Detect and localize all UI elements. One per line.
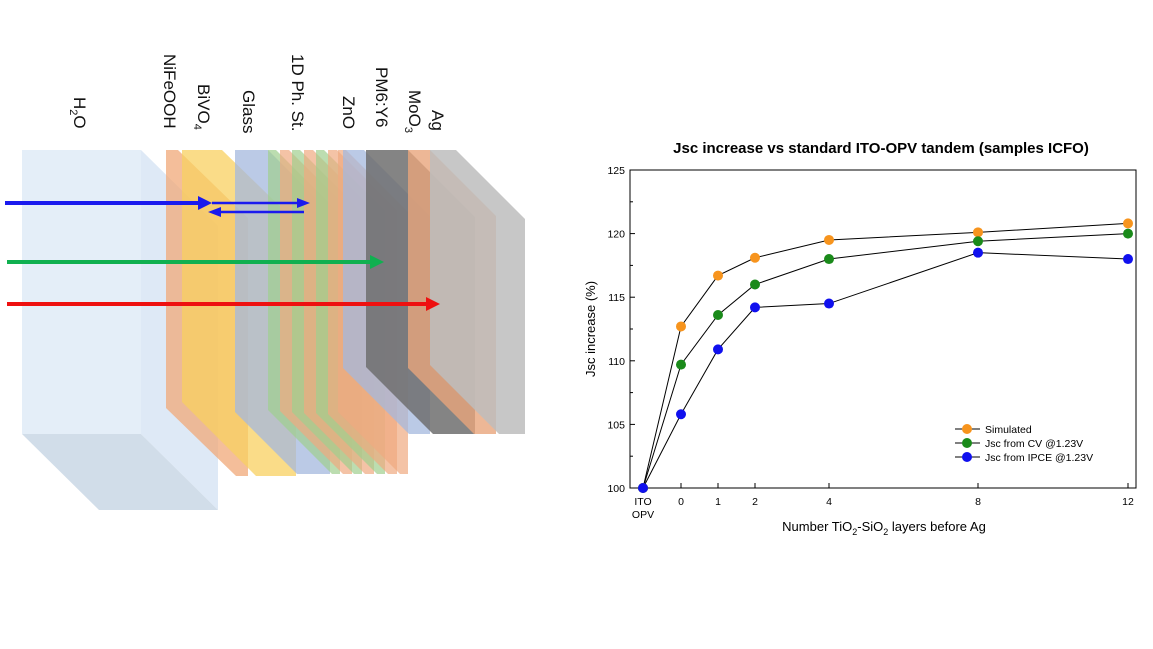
x-tick-label: 2 bbox=[752, 496, 758, 508]
data-point-series-2 bbox=[676, 359, 686, 370]
data-point-series-1 bbox=[1123, 218, 1133, 229]
data-point-series-1 bbox=[973, 227, 983, 238]
data-point-series-3 bbox=[973, 247, 983, 258]
data-point-series-2 bbox=[750, 279, 760, 290]
data-point-series-3 bbox=[824, 298, 834, 309]
legend-marker bbox=[962, 424, 972, 434]
light-rays bbox=[5, 196, 440, 311]
chart-title: Jsc increase vs standard ITO-OPV tandem … bbox=[673, 140, 1089, 157]
y-axis-label: Jsc increase (%) bbox=[583, 281, 598, 377]
label-glass: Glass bbox=[239, 90, 258, 133]
y-tick-label: 115 bbox=[608, 292, 625, 304]
data-point-series-1 bbox=[750, 252, 760, 263]
series-points bbox=[638, 218, 1133, 493]
label-moo3: MoO3 bbox=[402, 90, 424, 133]
data-point-series-2 bbox=[713, 310, 723, 321]
blue-reflect-forward-head bbox=[297, 198, 310, 208]
legend-marker bbox=[962, 452, 972, 462]
label-h2o: H2O bbox=[67, 97, 89, 129]
label-pm6y6: PM6:Y6 bbox=[372, 67, 391, 127]
data-point-series-1 bbox=[676, 321, 686, 332]
blue-ray-arrowhead bbox=[198, 196, 212, 210]
x-tick-label: 12 bbox=[1122, 496, 1134, 508]
data-point-series-3 bbox=[713, 344, 723, 355]
water-layer-front bbox=[22, 150, 141, 434]
legend-label: Jsc from CV @1.23V bbox=[985, 438, 1083, 450]
data-point-series-2 bbox=[1123, 228, 1133, 239]
data-point-series-2 bbox=[973, 236, 983, 247]
legend-label: Jsc from IPCE @1.23V bbox=[985, 452, 1093, 464]
y-axis-ticks: 100 105 110 115 120 125 bbox=[607, 165, 635, 495]
y-tick-label: 100 bbox=[607, 483, 625, 495]
x-axis-label: Number TiO2-SiO2 layers before Ag bbox=[782, 519, 986, 537]
blue-reflect-back-head bbox=[208, 207, 221, 217]
data-point-series-3 bbox=[676, 409, 686, 420]
x-tick-label: 0 bbox=[678, 496, 684, 508]
data-point-series-3 bbox=[1123, 254, 1133, 265]
data-point-series-1 bbox=[824, 234, 834, 245]
x-tick-label: ITO OPV bbox=[632, 496, 654, 521]
x-tick-label: 1 bbox=[715, 496, 721, 508]
y-tick-label: 110 bbox=[608, 356, 625, 368]
y-tick-label: 105 bbox=[607, 419, 625, 431]
x-tick-label: 8 bbox=[975, 496, 981, 508]
data-point-series-3 bbox=[638, 483, 648, 493]
y-tick-label: 120 bbox=[607, 229, 625, 241]
label-nifeooh: NiFeOOH bbox=[160, 54, 179, 129]
legend-marker bbox=[962, 438, 972, 448]
data-point-series-2 bbox=[824, 254, 834, 265]
green-ray-arrowhead bbox=[370, 255, 384, 269]
data-point-series-3 bbox=[750, 302, 760, 313]
label-ag: Ag bbox=[428, 110, 447, 131]
device-stack-illustration: H2O NiFeOOH BiVO4 Glass 1D Ph. St. ZnO P… bbox=[5, 54, 525, 510]
water-layer-bottom bbox=[22, 434, 218, 510]
ag-layer bbox=[430, 150, 525, 434]
y-tick-label: 125 bbox=[607, 165, 625, 177]
label-bivo4: BiVO4 bbox=[191, 84, 213, 130]
data-point-series-1 bbox=[713, 270, 723, 281]
legend: Simulated Jsc from CV @1.23V Jsc from IPCE… bbox=[955, 424, 1093, 464]
label-photonic-stack: 1D Ph. St. bbox=[288, 54, 307, 131]
red-ray-arrowhead bbox=[426, 297, 440, 311]
legend-label: Simulated bbox=[985, 424, 1032, 436]
label-zno: ZnO bbox=[339, 96, 358, 129]
x-tick-label: 4 bbox=[826, 496, 832, 508]
jsc-chart: Jsc increase vs standard ITO-OPV tandem … bbox=[583, 140, 1137, 537]
